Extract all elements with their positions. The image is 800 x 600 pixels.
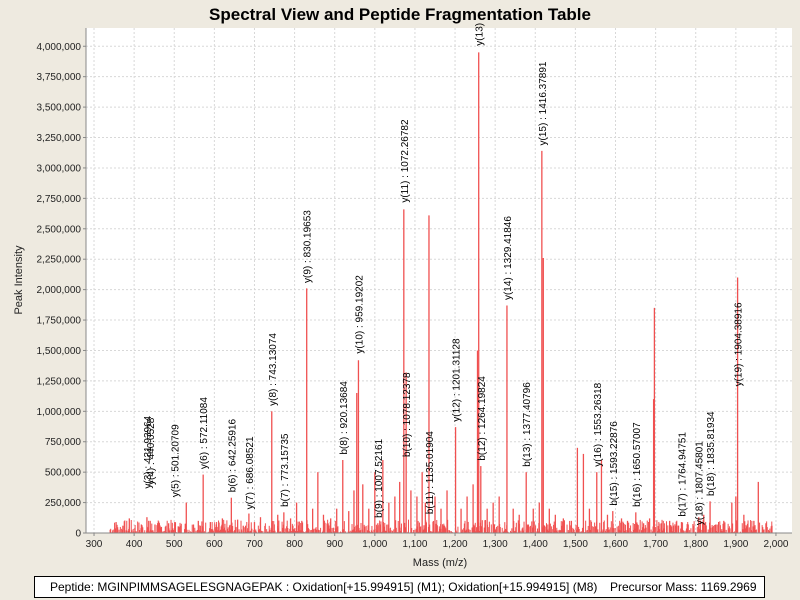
fragment-label: y(19) : 1904.38916: [734, 302, 745, 386]
y-tick-label: 2,500,000: [37, 224, 82, 235]
fragment-label: y(6) : 572.11084: [199, 397, 210, 470]
fragment-label: y(5) : 501.20709: [171, 424, 182, 497]
x-tick-label: 500: [166, 539, 183, 550]
plot-area: [86, 28, 792, 533]
fragment-label: y(14) : 1329.41846: [503, 216, 514, 300]
x-tick-label: 1,400: [523, 539, 548, 550]
y-tick-label: 4,000,000: [37, 42, 82, 53]
fragment-label: y(7) : 686.08521: [245, 436, 256, 509]
fragment-label: y(15) : 1416.37891: [538, 61, 549, 145]
fragment-label: b(11) : 1135.01904: [425, 431, 436, 514]
precursor-mass: Precursor Mass: 1169.2969: [610, 580, 757, 594]
x-tick-label: 600: [206, 539, 223, 550]
fragment-label: y(13): [475, 23, 486, 46]
fragment-label: y(4) : 440.0528: [146, 417, 157, 485]
y-tick-label: 3,000,000: [37, 163, 82, 174]
fragment-label: y(18) : 1807.45801: [695, 441, 706, 525]
fragment-label: b(16) : 1650.57007: [632, 422, 643, 507]
x-tick-label: 300: [86, 539, 103, 550]
y-axis-label: Peak Intensity: [13, 245, 25, 315]
y-tick-label: 2,250,000: [37, 255, 82, 266]
fragment-label: y(11) : 1072.26782: [400, 119, 411, 203]
x-ticks: 300 400 500 600 700 800 900 1,000 1,100 1,200 1,30…: [86, 533, 789, 550]
y-tick-label: 1,750,000: [37, 316, 82, 327]
fragment-label: b(13) : 1377.40796: [522, 382, 533, 467]
y-tick-label: 250,000: [45, 498, 82, 509]
y-tick-label: 3,500,000: [37, 103, 82, 114]
x-tick-label: 1,500: [563, 539, 588, 550]
fragment-label: y(9) : 830.19653: [303, 210, 314, 283]
fragment-label: y(16) : 1553.26318: [593, 382, 604, 466]
x-tick-label: 700: [246, 539, 263, 550]
fragment-label: b(9) : 1007.52161: [374, 438, 385, 517]
fragment-label: b(18) : 1835.81934: [706, 411, 717, 496]
y-tick-label: 2,750,000: [37, 194, 82, 205]
x-tick-label: 900: [326, 539, 343, 550]
x-tick-label: 1,900: [723, 539, 748, 550]
y-tick-label: 3,750,000: [37, 72, 82, 83]
y-tick-label: 500,000: [45, 468, 82, 479]
gridlines: [86, 28, 792, 533]
x-axis-label: Mass (m/z): [413, 557, 467, 569]
x-tick-label: 2,000: [763, 539, 788, 550]
fragment-label: b(12) : 1264.19824: [477, 376, 488, 461]
fragment-label: b(8) : 920.13684: [339, 381, 350, 455]
fragment-label: b(7) : 773.15735: [280, 433, 291, 507]
y-tick-label: 1,000,000: [37, 407, 82, 418]
spectrum-chart: Spectral View and Peptide Fragmentation …: [13, 5, 792, 569]
fragment-label: b(17) : 1764.94751: [677, 432, 688, 517]
x-tick-label: 1,600: [603, 539, 628, 550]
y-tick-label: 2,000,000: [37, 285, 82, 296]
fragment-label: y(3) : 431.93964: [143, 415, 154, 488]
x-tick-label: 1,800: [683, 539, 708, 550]
fragment-label: y(12) : 1201.31128: [452, 338, 463, 422]
fragment-label: b(10) : 1078.12378: [402, 372, 413, 457]
fragment-label: y(10) : 959.19202: [354, 275, 365, 354]
y-tick-label: 1,250,000: [37, 376, 82, 387]
fragment-label: y(8) : 743.13074: [268, 333, 279, 406]
y-tick-label: 0: [75, 529, 81, 540]
y-tick-label: 3,250,000: [37, 133, 82, 144]
x-tick-label: 1,200: [443, 539, 468, 550]
y-tick-label: 750,000: [45, 437, 82, 448]
fragment-label: b(15) : 1593.22876: [609, 421, 620, 506]
x-tick-label: 1,100: [402, 539, 427, 550]
peptide-info-bar: Peptide: MGINPIMMSAGELESGNAGEPAK : Oxida…: [34, 576, 765, 598]
y-tick-label: 1,500,000: [37, 346, 82, 357]
x-tick-label: 1,300: [483, 539, 508, 550]
x-tick-label: 1,700: [643, 539, 668, 550]
x-tick-label: 1,000: [362, 539, 387, 550]
x-tick-label: 800: [286, 539, 303, 550]
x-tick-label: 400: [126, 539, 143, 550]
peptide-sequence: Peptide: MGINPIMMSAGELESGNAGEPAK : Oxida…: [50, 580, 598, 594]
fragment-label: b(6) : 642.25916: [227, 418, 238, 492]
y-ticks: 0 250,000 500,000 750,000 1,000,000 1,250,000…: [37, 42, 86, 540]
chart-title: Spectral View and Peptide Fragmentation …: [209, 5, 591, 24]
